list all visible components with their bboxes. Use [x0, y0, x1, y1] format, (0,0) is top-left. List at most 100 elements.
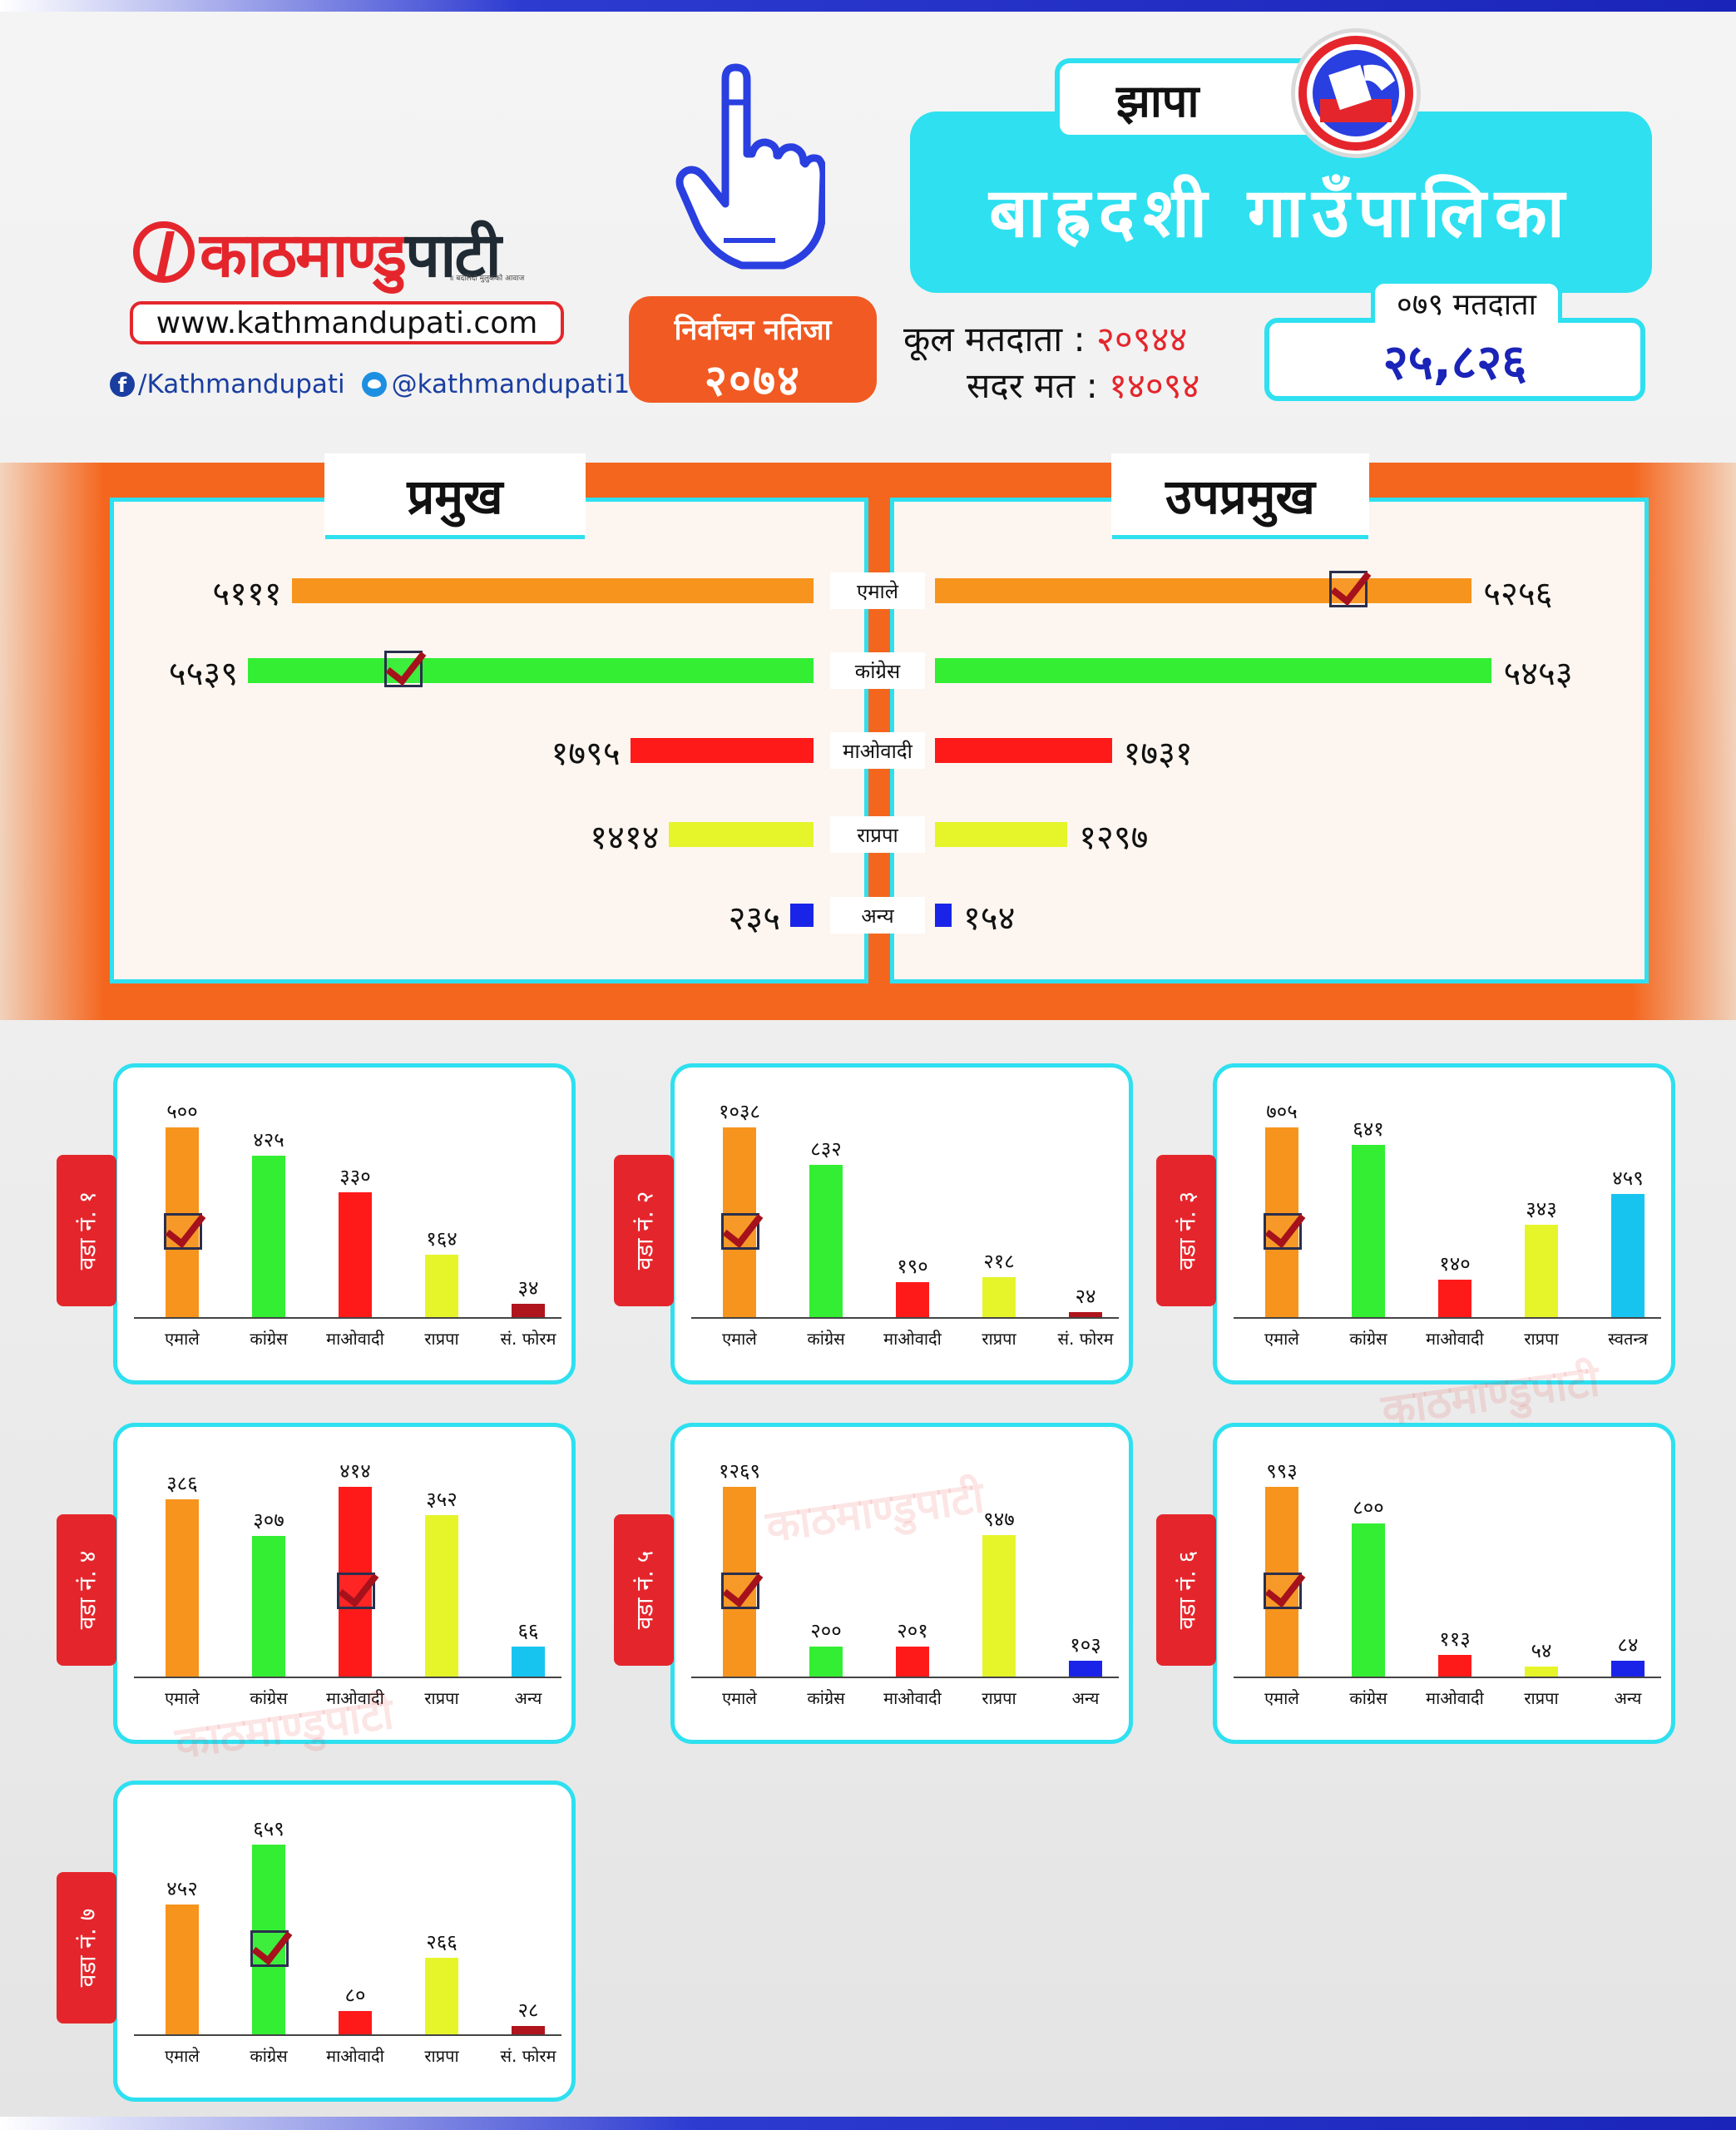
ward-category-label: एमाले	[1264, 1329, 1299, 1349]
voting-finger-icon	[675, 63, 825, 270]
ward-label: वडा नं. ५	[614, 1514, 674, 1666]
ward-axis	[134, 1677, 561, 1678]
ward-value-label: ५४	[1531, 1638, 1552, 1662]
ward-category-label: अन्य	[1614, 1688, 1642, 1708]
ward-category-label: राप्रपा	[1524, 1688, 1559, 1708]
ward-value-label: ३४३	[1526, 1197, 1557, 1221]
ward-value-label: २४	[1075, 1285, 1096, 1308]
ward-card: १०३८ एमाले ८३२ कांग्रेस १९० माओवादी २१८ राप्रपा…	[670, 1063, 1133, 1384]
ward-category-label: एमाले	[165, 1688, 200, 1708]
ward-label: वडा नं. १	[57, 1155, 116, 1306]
ward-category-label: माओवादी	[883, 1688, 942, 1708]
ward-bar	[252, 1156, 285, 1317]
ward-bar	[166, 1904, 199, 2034]
top-stripe	[0, 0, 1736, 12]
ward-value-label: ११३	[1439, 1627, 1471, 1652]
municipality-title: बाह्रदशी गाउँपालिका	[910, 111, 1652, 293]
ward-value-label: ४१४	[339, 1459, 371, 1483]
ward-category-label: माओवादी	[883, 1329, 942, 1349]
ward-category-label: माओवादी	[1426, 1688, 1484, 1708]
ward-category-label: एमाले	[165, 2046, 200, 2066]
ward-category-label: राप्रपा	[982, 1329, 1016, 1349]
brand-name: काठमाण्डुपाटी	[200, 219, 502, 291]
ward-category-label: राप्रपा	[982, 1688, 1016, 1708]
ballot-box-icon	[1291, 28, 1421, 158]
ward-value-label: १९०	[897, 1255, 928, 1279]
ward-value-label: २०१	[897, 1618, 928, 1642]
ward-category-label: सं. फोरम	[500, 1329, 556, 1349]
ward-bar	[1069, 1312, 1102, 1317]
social-links: f /Kathmandupati @kathmandupati1	[110, 366, 630, 403]
ward-category-label: माओवादी	[326, 2046, 384, 2066]
ward-category-label: स्वतन्त्र	[1608, 1329, 1648, 1349]
facebook-handle[interactable]: /Kathmandupati	[138, 369, 345, 399]
ward-label-text: वडा नं. ४	[73, 1550, 101, 1630]
ward-bar	[896, 1282, 929, 1317]
twitter-handle[interactable]: @kathmandupati1	[391, 369, 631, 399]
ward-value-label: २१८	[983, 1250, 1015, 1274]
ward-label: वडा नं. ६	[1156, 1514, 1216, 1666]
ward-bar	[252, 1535, 285, 1677]
deputy-title: उपप्रमुख	[1111, 453, 1369, 535]
ward-category-label: सं. फोरम	[1057, 1329, 1114, 1349]
ward-bar	[512, 2026, 545, 2034]
ward-label-text: वडा नं. २	[631, 1191, 659, 1271]
bottom-stripe	[0, 2117, 1736, 2130]
ward-category-label: राप्रपा	[1524, 1329, 1559, 1349]
ward-axis	[1234, 1317, 1661, 1319]
ward-bar	[1352, 1523, 1385, 1677]
ward-bar	[425, 1957, 458, 2034]
ward-value-label: ४२५	[253, 1128, 284, 1152]
ward-card: ७०५ एमाले ६४१ कांग्रेस १४० माओवादी ३४३ राप्रपा ४…	[1213, 1063, 1675, 1384]
ward-value-label: ८०	[344, 1984, 366, 2008]
ward-category-label: कांग्रेस	[1349, 1329, 1387, 1349]
ward-card: ३८६ एमाले ३०७ कांग्रेस ४१४ माओवादी ३५२ राप्रपा ६…	[113, 1423, 576, 1744]
twitter-icon	[361, 372, 387, 397]
ward-label: वडा नं. २	[614, 1155, 674, 1306]
ward-label-text: वडा नं. ५	[631, 1550, 659, 1630]
total-voters: कूल मतदाता : २०९४४	[903, 319, 1188, 359]
valid-votes: सदर मत : १४०९४	[967, 365, 1200, 406]
brand-logo: काठमाण्डुपाटी	[133, 215, 549, 291]
ward-value-label: २६६	[426, 1929, 457, 1954]
winner-check-icon	[1264, 1212, 1302, 1250]
ward-bar	[1611, 1660, 1645, 1677]
website-link[interactable]: www.kathmandupati.com	[130, 301, 564, 344]
ward-value-label: १०३८	[719, 1100, 760, 1123]
ward-category-label: राप्रपा	[424, 1688, 459, 1708]
ward-bar	[339, 1191, 372, 1317]
ward-value-label: ३५२	[426, 1488, 457, 1512]
ward-bar	[1438, 1279, 1471, 1317]
ward-value-label: ९९३	[1266, 1459, 1298, 1483]
ward-category-label: माओवादी	[326, 1688, 384, 1708]
ward-value-label: ८००	[1353, 1496, 1384, 1520]
ward-bar	[1069, 1661, 1102, 1677]
ward-card: ५०० एमाले ४२५ कांग्रेस ३३० माओवादी १६४ राप्रपा ३…	[113, 1063, 576, 1384]
ward-axis	[691, 1677, 1119, 1678]
ward-value-label: १६४	[426, 1227, 457, 1251]
ward-value-label: १०३	[1070, 1633, 1101, 1657]
mayor-title: प्रमुख	[324, 453, 586, 535]
ward-value-label: ८३२	[810, 1137, 842, 1162]
ward-value-label: ७०५	[1266, 1100, 1298, 1123]
ward-value-label: ६४१	[1353, 1117, 1384, 1141]
ward-value-label: ३४	[517, 1276, 539, 1300]
ward-label: वडा नं. ३	[1156, 1155, 1216, 1306]
election-label: निर्वाचन नतिजा	[674, 314, 832, 347]
ward-value-label: ८४	[1617, 1632, 1639, 1657]
ward-bar	[1352, 1144, 1385, 1317]
ward-category-label: कांग्रेस	[250, 1688, 288, 1708]
ward-bar	[896, 1646, 929, 1677]
ward-value-label: २००	[810, 1619, 842, 1643]
ward-axis	[134, 2034, 561, 2036]
winner-check-icon	[721, 1212, 759, 1250]
ward-bar	[1611, 1193, 1645, 1317]
ward-category-label: कांग्रेस	[807, 1329, 845, 1349]
ward-bar	[425, 1515, 458, 1677]
ward-category-label: कांग्रेस	[1349, 1688, 1387, 1708]
ward-bar	[809, 1165, 843, 1317]
ward-value-label: ४५९	[1612, 1166, 1644, 1190]
ward-card: ९९३ एमाले ८०० कांग्रेस ११३ माओवादी ५४ राप्रपा ८४…	[1213, 1423, 1675, 1744]
ward-card: १२६९ एमाले २०० कांग्रेस २०१ माओवादी ९४७ राप्रपा…	[670, 1423, 1133, 1744]
ward-bar	[166, 1499, 199, 1677]
